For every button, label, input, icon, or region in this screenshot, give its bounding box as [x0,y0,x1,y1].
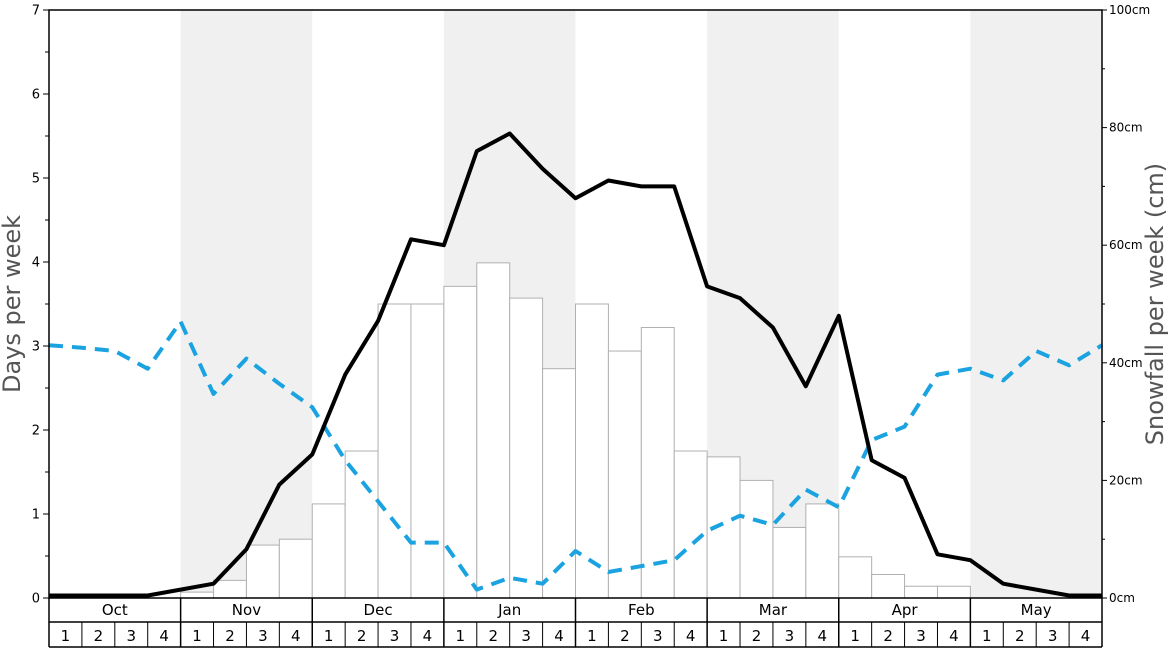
week-label: 2 [620,627,630,645]
snowfall-bar [871,573,906,599]
snowfall-bar [936,585,971,599]
snowfall-bar [904,585,938,599]
dashed-line [48,319,1104,592]
snowfall-bars [180,262,971,599]
week-label: 4 [554,627,564,645]
week-label: 3 [785,627,795,645]
week-label: 3 [258,627,268,645]
week-label: 4 [291,627,301,645]
left-tick-label: 5 [32,172,40,187]
week-label: 4 [1081,627,1091,645]
week-label: 4 [949,627,959,645]
week-label: 1 [192,627,202,645]
left-tick-label: 4 [32,256,40,271]
right-tick-label: 80cm [1109,121,1143,135]
month-label: Oct [102,601,128,619]
right-tick-label: 0cm [1109,591,1135,605]
snowfall-bar [640,327,675,599]
week-label: 4 [159,627,169,645]
week-label: 1 [719,627,729,645]
solid-line [49,131,1102,598]
month-axis: Oct 1 2 3 4 Nov 1 2 3 4 Dec 1 2 3 4 Jan 1 2 3 4 Feb 1 2 3 4 Mar 1 2… [48,598,1103,648]
month-shade-nov [180,10,313,598]
right-tick-label: 40cm [1109,356,1143,370]
week-label: 1 [587,627,597,645]
month-shade-may [970,10,1102,598]
snowfall-bar [673,450,708,599]
left-tick-label: 3 [32,340,40,355]
snowfall-bar [476,262,511,599]
left-tick-label: 0 [32,592,40,607]
solid-line-series [49,131,1102,598]
snowfall-bar [739,479,774,599]
right-tick-label: 100cm [1109,3,1150,17]
week-label: 1 [982,627,992,645]
left-tick-label: 1 [32,508,40,523]
left-tick-label: 7 [32,4,40,19]
snowfall-bar [772,526,807,599]
week-label: 3 [126,627,136,645]
week-label: 3 [390,627,400,645]
week-label: 2 [883,627,893,645]
week-label: 2 [94,627,104,645]
right-axis-title: Snowfall per week (cm) [1141,163,1168,445]
snowfall-bar [805,503,840,599]
week-label: 2 [488,627,498,645]
week-label: 1 [456,627,466,645]
week-label: 3 [653,627,663,645]
left-tick-label: 6 [32,88,40,103]
snowfall-bar [509,297,544,599]
snowfall-bar [245,544,280,599]
snowfall-bar [607,350,642,599]
month-label: Jan [497,601,521,619]
week-label: 2 [357,627,367,645]
snowfall-bar [344,450,379,599]
month-label: Feb [628,601,655,619]
week-label: 2 [1015,627,1025,645]
snowfall-bar [542,368,576,599]
week-label: 1 [61,627,71,645]
week-label: 1 [324,627,334,645]
snowfall-bar [278,538,313,599]
week-label: 2 [225,627,235,645]
snowfall-bar [410,303,445,599]
month-label: Dec [364,601,393,619]
right-axis: 0cm 20cm 40cm 60cm 80cm 100cm [1102,3,1150,605]
left-tick-label: 2 [32,424,40,439]
month-label: Nov [232,601,261,619]
month-label: May [1021,601,1052,619]
week-label: 4 [686,627,696,645]
week-label: 2 [752,627,762,645]
week-label: 3 [521,627,531,645]
snowfall-bar [838,556,873,599]
left-axis: 0 1 2 3 4 5 6 7 [32,4,49,607]
week-label: 4 [423,627,433,645]
right-tick-label: 20cm [1109,473,1143,487]
right-tick-label: 60cm [1109,238,1143,252]
snowfall-bar [377,303,412,599]
week-label: 1 [850,627,860,645]
dashed-line-series [48,319,1104,592]
left-axis-title: Days per week [0,215,26,393]
week-label: 3 [1048,627,1058,645]
snowfall-bar [213,579,247,599]
snowfall-bar [311,503,346,599]
week-label: 3 [916,627,926,645]
month-label: Apr [892,601,919,619]
month-label: Mar [759,601,788,619]
snowfall-bar [180,591,215,599]
week-label: 4 [818,627,828,645]
